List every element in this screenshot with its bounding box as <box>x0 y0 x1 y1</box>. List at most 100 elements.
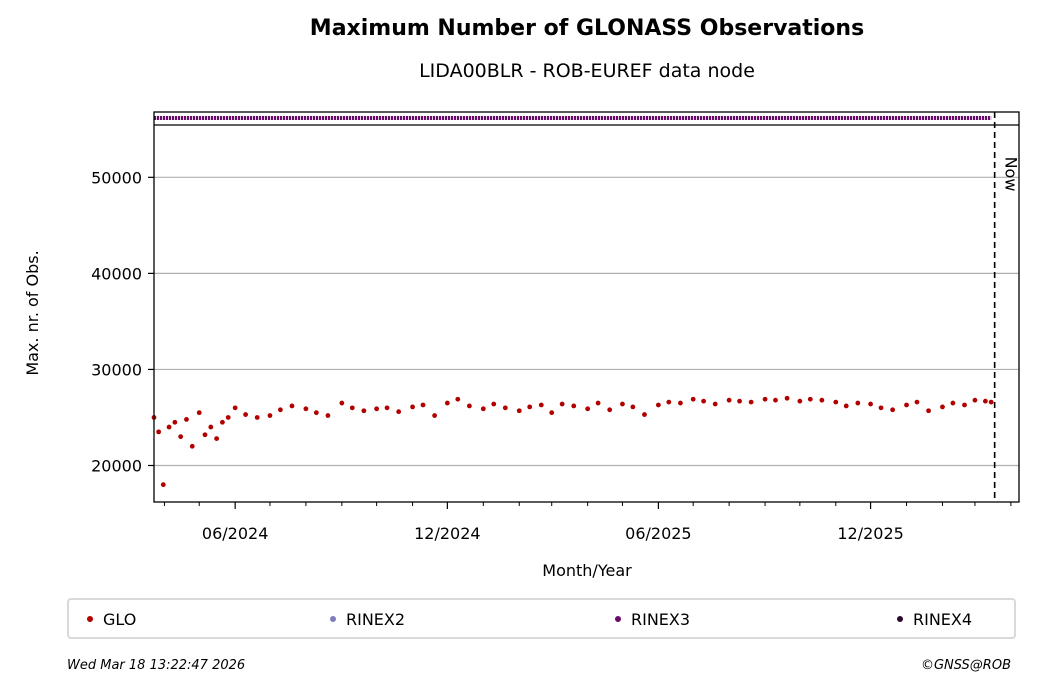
legend-marker-rinex4 <box>897 616 903 622</box>
glo-point <box>243 412 249 417</box>
glo-point <box>361 408 367 414</box>
glo-point <box>701 398 707 404</box>
glo-point <box>432 413 438 418</box>
axes: 20000 30000 40000 50000 06/2024 12/2024 06/202… <box>91 111 1021 543</box>
glo-point <box>466 403 472 409</box>
glo-point <box>202 432 208 438</box>
glo-point <box>289 403 295 409</box>
glo-point <box>620 401 625 407</box>
glo-point <box>926 408 931 414</box>
glo-point <box>737 398 742 404</box>
glo-point <box>773 397 778 403</box>
glo-point <box>232 405 238 411</box>
glo-point <box>184 416 189 422</box>
glo-point <box>950 400 956 406</box>
glo-point <box>455 396 461 402</box>
legend-item-rinex3: RINEX3 <box>615 607 690 631</box>
glo-point <box>444 400 450 406</box>
glo-point <box>254 415 260 420</box>
glo-point <box>962 402 967 408</box>
glo-points <box>151 395 994 488</box>
glo-point <box>303 406 309 412</box>
glo-point <box>982 398 988 404</box>
glo-point <box>607 407 613 413</box>
x-tick-label: 12/2024 <box>414 524 480 543</box>
legend-label-glo: GLO <box>103 609 137 629</box>
glo-point <box>726 397 732 403</box>
glo-point <box>480 406 486 412</box>
glo-point <box>502 405 508 411</box>
glo-point <box>196 410 202 416</box>
glo-point <box>166 424 172 430</box>
glo-point <box>890 407 896 413</box>
glo-point <box>807 396 813 402</box>
timestamp: Wed Mar 18 13:22:47 2026 <box>67 658 246 673</box>
glo-point <box>156 429 162 435</box>
glo-point <box>396 409 402 415</box>
gridlines <box>154 176 1019 467</box>
glo-point <box>642 412 647 417</box>
glo-point <box>914 399 920 405</box>
x-tick-label: 06/2025 <box>625 524 691 543</box>
y-tick-label: 30000 <box>91 360 142 379</box>
glo-point <box>420 402 426 408</box>
glo-point <box>208 424 214 430</box>
glo-point <box>595 400 601 406</box>
glo-point <box>516 408 522 414</box>
glo-point <box>349 405 355 411</box>
legend-marker-glo <box>87 616 93 622</box>
chart-area: 20000 30000 40000 50000 06/2024 12/2024 06/202… <box>23 111 1021 580</box>
chart-subtitle: LIDA00BLR - ROB-EUREF data node <box>419 60 755 82</box>
glo-point <box>277 407 283 413</box>
legend-label-rinex4: RINEX4 <box>913 609 973 629</box>
legend-item-rinex4: RINEX4 <box>897 607 972 631</box>
legend-marker-rinex2 <box>330 616 336 622</box>
glo-point <box>666 399 672 405</box>
glo-point <box>267 413 273 418</box>
glo-point <box>559 401 565 407</box>
glo-point <box>585 406 591 412</box>
glo-point <box>538 402 544 408</box>
glo-point <box>339 400 345 406</box>
legend-marker-rinex3 <box>615 616 621 622</box>
legend-item-glo: GLO <box>87 607 136 631</box>
chart-title: Maximum Number of GLONASS Observations <box>309 16 865 41</box>
legend: GLO RINEX2 RINEX3 RINEX4 <box>67 598 1016 639</box>
glo-point <box>868 401 873 407</box>
glo-point <box>313 410 319 416</box>
glo-point <box>549 410 555 416</box>
x-tick-label: 12/2025 <box>837 524 903 543</box>
glo-point <box>748 399 754 405</box>
copyright: ©GNSS@ROB <box>920 658 1011 673</box>
glo-point <box>491 401 497 407</box>
glo-point <box>843 403 849 409</box>
glo-point <box>325 413 331 418</box>
glo-point <box>690 396 696 402</box>
y-tick-label: 50000 <box>91 168 142 187</box>
glo-point <box>220 419 225 425</box>
glo-point <box>384 405 390 411</box>
glo-point <box>797 398 803 404</box>
glo-point <box>972 397 978 403</box>
now-label: Now <box>1002 157 1021 192</box>
y-axis-label: Max. nr. of Obs. <box>23 250 42 375</box>
legend-item-rinex2: RINEX2 <box>330 607 405 631</box>
glo-point <box>527 404 533 410</box>
glo-point <box>678 400 683 406</box>
glo-point <box>655 402 661 408</box>
glo-point <box>178 434 184 440</box>
glo-point <box>374 406 380 412</box>
glo-point <box>833 399 839 405</box>
glo-point <box>904 402 909 408</box>
y-tick-label: 20000 <box>91 456 142 475</box>
glo-point <box>410 404 415 410</box>
glo-point <box>784 395 790 401</box>
glo-point <box>189 443 195 449</box>
glo-point <box>225 415 231 420</box>
glo-point <box>160 482 166 488</box>
glo-point <box>762 396 768 402</box>
glo-point <box>630 404 636 410</box>
legend-label-rinex2: RINEX2 <box>346 609 406 629</box>
glo-point <box>571 403 577 409</box>
y-tick-label: 40000 <box>91 264 142 283</box>
